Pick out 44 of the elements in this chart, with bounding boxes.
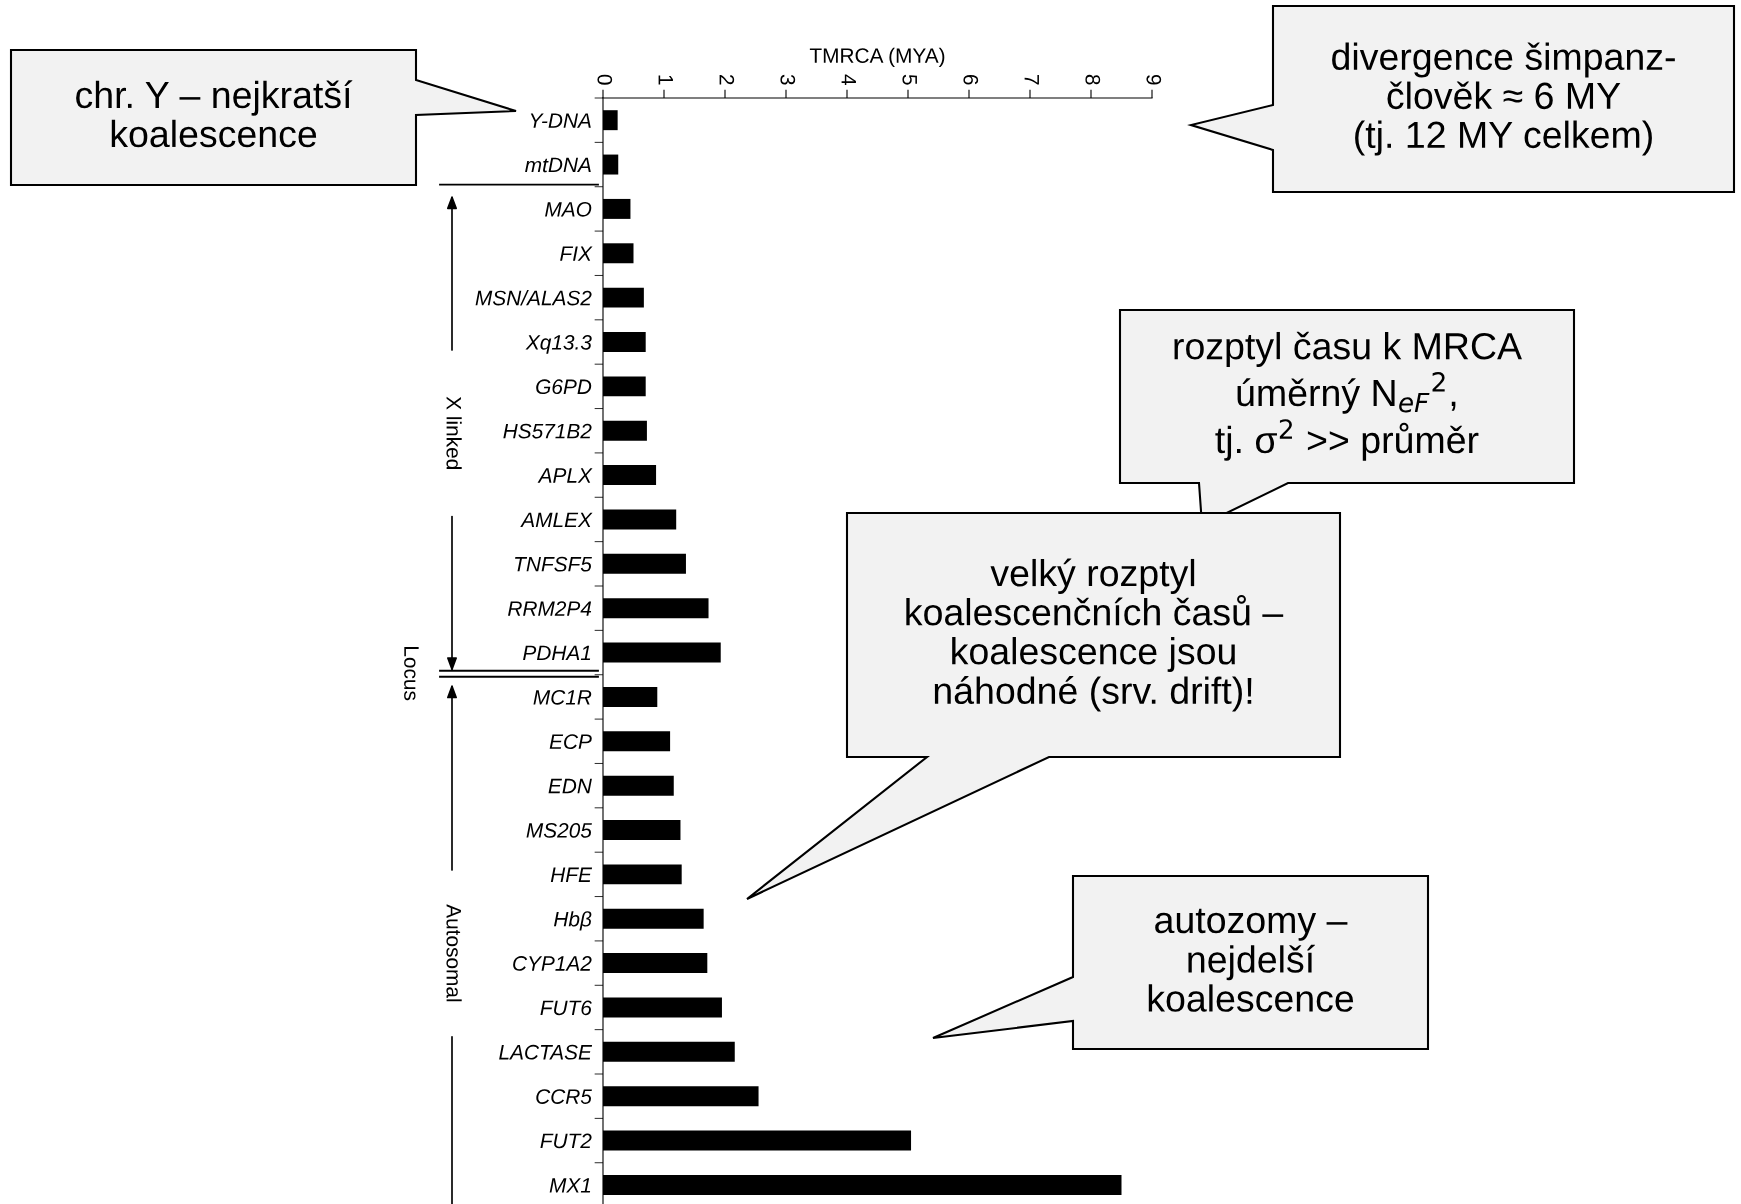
x-tick-label: 3 [780,74,796,85]
y-tick-label: LACTASE [499,1044,593,1060]
y-tick-label: MX1 [549,1178,591,1193]
y-tick-label: FIX [560,246,593,261]
y-tick-label: G6PD [536,379,592,395]
x-tick-label: 6 [963,74,979,85]
x-tick-label: 7 [1024,74,1039,85]
x-tick-label: 8 [1085,74,1101,85]
y-tick-label: HFE [550,867,593,882]
x-tick-label: 2 [719,74,735,85]
x-tick-label: 1 [658,75,673,85]
x-tick-label: 0 [597,74,613,85]
y-tick-label: TNFSF5 [515,556,592,572]
y-tick-label: MAO [545,201,592,217]
y-tick-label: mtDNA [525,157,591,173]
x-axis-title: TMRCA (MYA) [809,47,945,68]
y-tick-label: RRM2P4 [508,601,592,616]
text: Autosomal [446,904,462,1002]
y-axis-title: Locus [404,647,419,701]
y-tick-label: AMLEX [520,512,593,528]
y-tick-label: EDN [548,778,592,794]
y-tick-label: Xq13.3 [525,335,592,354]
y-tick-label: FUT2 [540,1133,592,1149]
x-tick-label: 5 [902,74,917,85]
y-tick-label: FUT6 [540,1000,592,1016]
text: divergence šimpanz- člověk ≈ 6 MY (tj. 12 MY celkem) [1332,42,1675,156]
y-tick-label: APLX [537,468,593,483]
y-tick-label: CCR5 [536,1089,592,1104]
y-tick-label: MS205 [526,823,592,838]
y-tick-label: MSN/ALAS2 [475,290,592,306]
y-tick-label: HS571B2 [503,423,592,439]
y-tick-label: Y-DNA [530,113,591,128]
text: X linked [446,396,462,469]
annotation: velký rozptyl koalescenčních časů – koalescence jsou náhodné (srv. drift)! [906,558,1284,712]
y-tick-label: ECP [549,734,592,750]
y-tick-label: Hbβ [554,911,592,931]
annotation: autozomy – nejdelší koalescence [1148,908,1354,1012]
x-tick-label: 4 [841,74,856,85]
y-tick-label: MC1R [533,689,592,705]
y-tick-label: PDHA1 [523,645,591,661]
text: rozptyl času k MRCA úměrný N$_{eF}$$^{2}$, tj. σ$^{2}$ >> průměr [1174,331,1522,461]
text: chr. Y – nejkratší koalescence [76,80,353,148]
y-tick-label: CYP1A2 [513,956,592,971]
x-tick-label: 9 [1146,74,1162,85]
